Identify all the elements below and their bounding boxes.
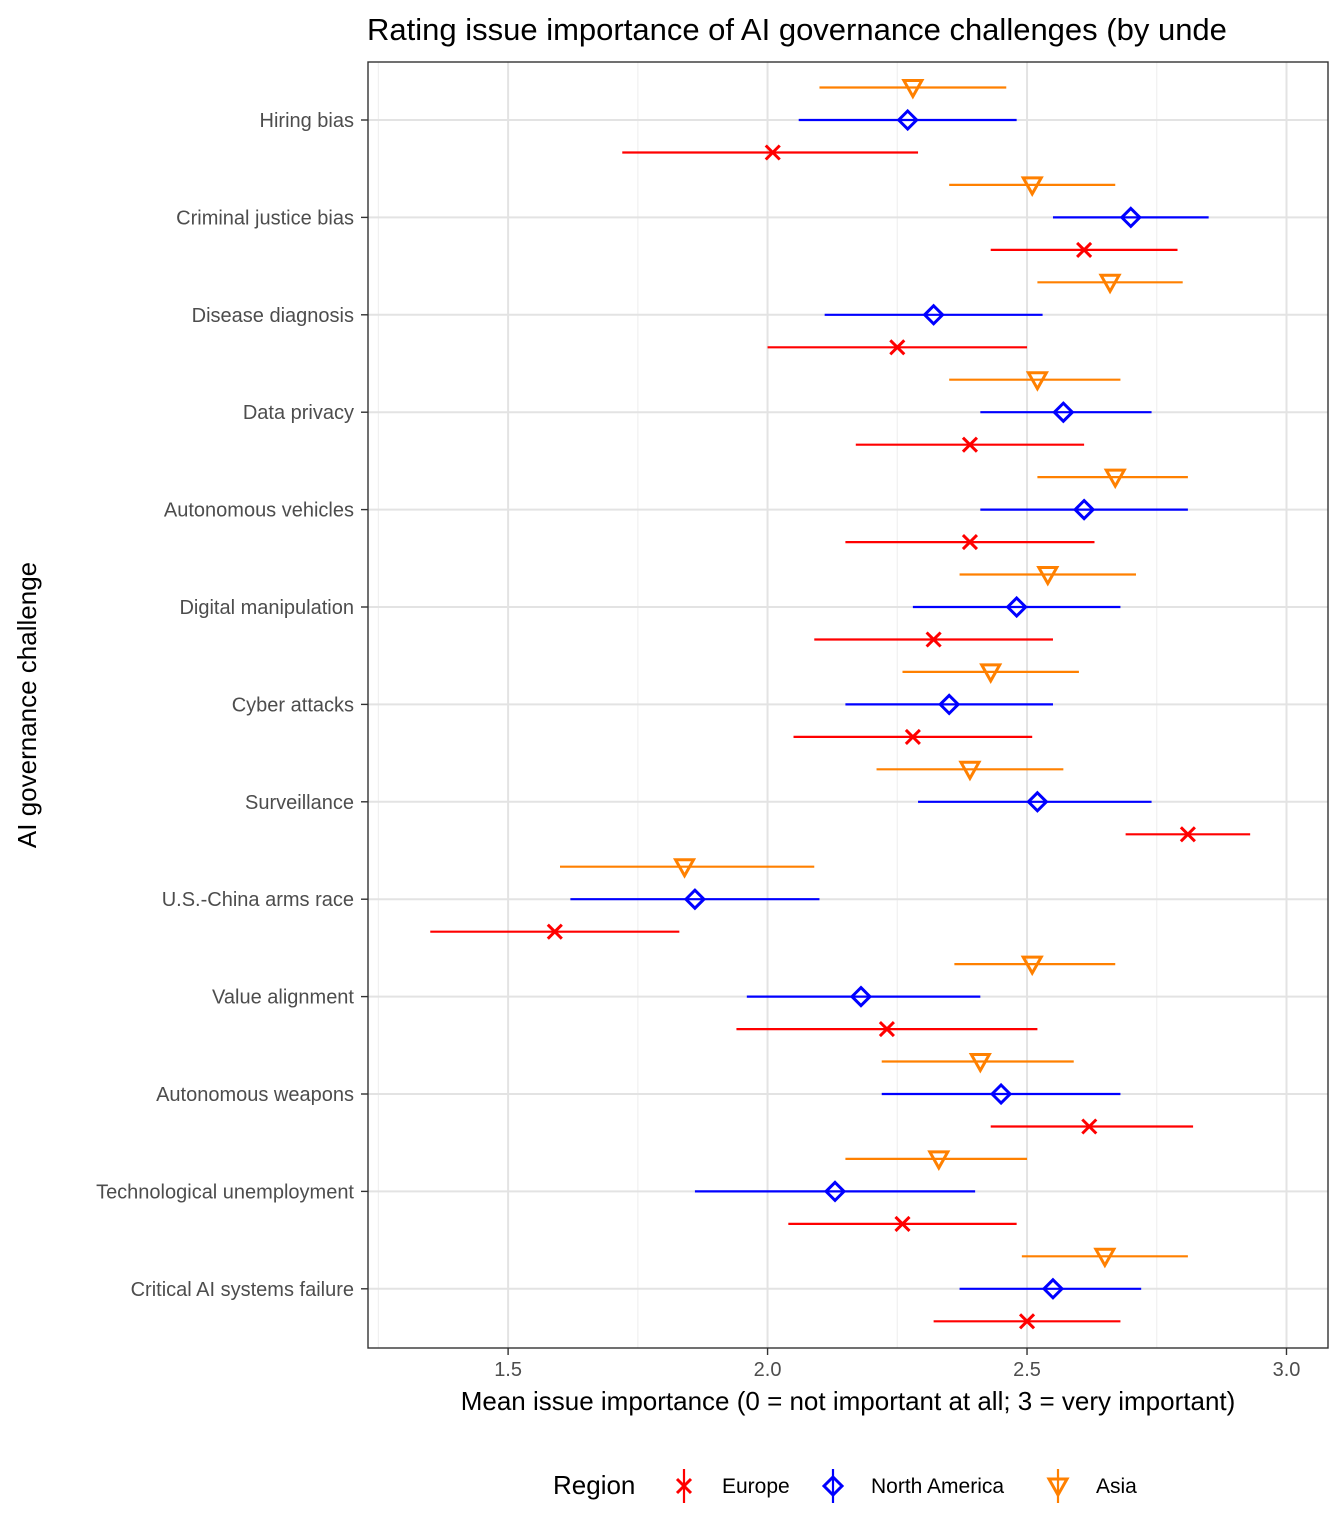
data-point [938, 693, 961, 716]
legend-label: Europe [722, 1475, 790, 1498]
data-point [1020, 955, 1044, 977]
data-point [904, 728, 921, 745]
data-point [672, 858, 697, 879]
data-point [979, 663, 1003, 684]
data-point [989, 1082, 1013, 1106]
x-tick-label: 2.0 [754, 1359, 782, 1381]
legend-label: North America [871, 1475, 1004, 1498]
y-tick-label: Critical AI systems failure [131, 1279, 354, 1301]
data-point [1052, 401, 1075, 424]
data-point [961, 436, 979, 453]
data-point [1119, 206, 1142, 229]
legend-title: Region [553, 1470, 635, 1500]
legend-item: North America [821, 1469, 1004, 1503]
y-tick-label: Autonomous weapons [156, 1084, 354, 1106]
x-tick-label: 1.5 [494, 1359, 522, 1381]
data-point [1020, 176, 1044, 197]
legend-item: Europe [675, 1469, 790, 1503]
y-axis: Hiring bias Criminal justice bias Disease … [96, 110, 368, 1301]
data-point [1179, 826, 1196, 843]
x-tick-label: 2.5 [1013, 1359, 1041, 1381]
data-point [1026, 790, 1049, 813]
data-point [1005, 595, 1028, 619]
y-tick-label: U.S.-China arms race [162, 889, 354, 911]
y-tick-label: Hiring bias [260, 110, 354, 132]
data-point [1072, 498, 1096, 521]
series-europe [430, 144, 1251, 1330]
legend-label: Asia [1096, 1475, 1137, 1498]
data-point [683, 888, 707, 911]
y-tick-label: Data privacy [243, 402, 354, 424]
series-asia [560, 79, 1188, 1269]
data-point [764, 144, 781, 161]
y-tick-label: Surveillance [245, 792, 354, 814]
data-marks [430, 79, 1251, 1330]
data-point [849, 985, 873, 1008]
chart-title: Rating issue importance of AI governance… [367, 12, 1227, 47]
data-point [896, 108, 919, 132]
data-point [878, 1021, 895, 1038]
data-point [1103, 468, 1127, 490]
data-point [922, 303, 945, 326]
legend-key-marker [675, 1477, 693, 1495]
legend-key-marker [1046, 1477, 1070, 1499]
data-point [901, 79, 925, 100]
data-point [1018, 1313, 1036, 1330]
data-point [958, 760, 982, 782]
y-tick-label: Digital manipulation [179, 597, 354, 619]
legend: Region Europe North America Asia [553, 1469, 1137, 1503]
data-point [1041, 1277, 1065, 1300]
y-tick-label: Technological unemployment [96, 1181, 354, 1203]
x-axis-title: Mean issue importance (0 = not important… [461, 1386, 1236, 1416]
y-axis-title: AI governance challenge [12, 562, 42, 848]
legend-item: Asia [1046, 1469, 1137, 1503]
data-point [1098, 273, 1122, 295]
data-point [927, 1150, 951, 1171]
y-tick-label: Disease diagnosis [192, 305, 354, 327]
data-point [1076, 241, 1093, 258]
y-tick-label: Autonomous vehicles [164, 500, 354, 522]
data-point [823, 1180, 847, 1203]
legend-key-marker [821, 1474, 845, 1498]
data-point [968, 1053, 992, 1074]
data-point [961, 534, 979, 551]
y-tick-label: Value alignment [212, 987, 354, 1009]
series-north-america [570, 108, 1209, 1300]
x-tick-label: 3.0 [1273, 1359, 1301, 1381]
y-tick-label: Cyber attacks [232, 694, 354, 716]
data-point [925, 631, 942, 648]
x-axis: 1.5 2.0 2.5 3.0 [494, 1348, 1300, 1381]
y-tick-label: Criminal justice bias [176, 207, 354, 229]
data-point [1093, 1247, 1117, 1269]
data-point [1036, 566, 1060, 587]
data-point [546, 923, 563, 940]
data-point [1025, 371, 1049, 392]
data-point [894, 1215, 911, 1232]
data-point [1081, 1118, 1098, 1135]
data-point [889, 339, 906, 356]
